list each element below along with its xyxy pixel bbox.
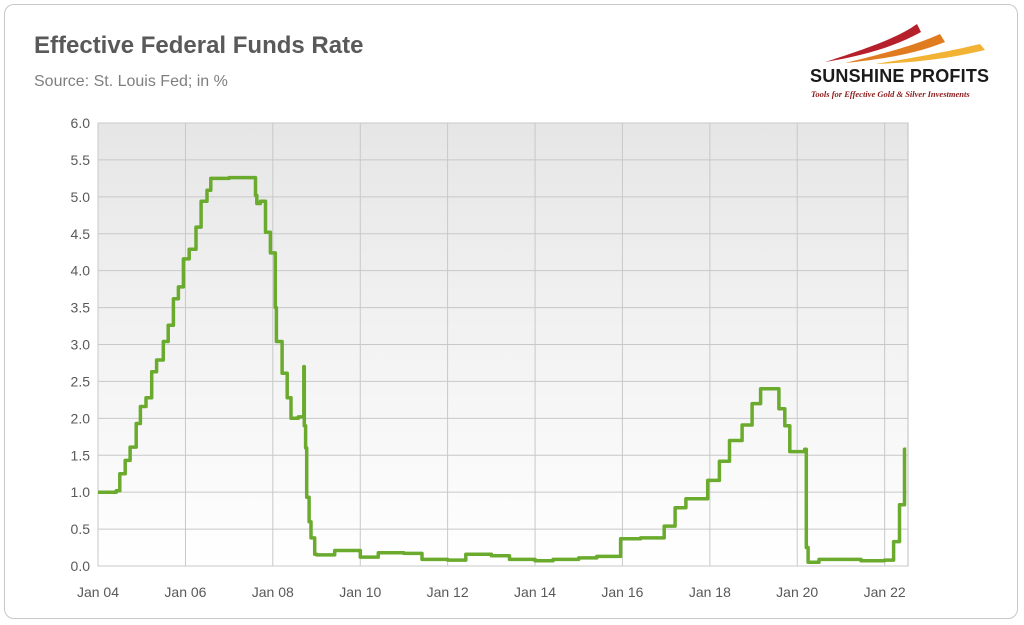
y-tick-label: 2.0 [71,410,91,426]
x-tick-label: Jan 16 [601,584,643,600]
x-tick-label: Jan 18 [689,584,731,600]
x-tick-label: Jan 12 [427,584,469,600]
x-tick-label: Jan 08 [252,584,294,600]
logo-swoosh-icon [825,24,985,64]
y-tick-label: 4.5 [71,226,91,242]
y-tick-label: 1.5 [71,447,91,463]
x-axis-tick-labels: Jan 04 Jan 06 Jan 08 Jan 10 Jan 12 Jan 14 Jan … [77,584,906,600]
y-tick-label: 3.5 [71,300,91,316]
y-tick-label: 5.0 [71,189,91,205]
x-tick-label: Jan 06 [164,584,206,600]
page-subtitle: Source: St. Louis Fed; in % [34,73,228,90]
y-tick-label: 0.0 [71,558,91,574]
sunshine-profits-logo: SUNSHINE PROFITS Tools for Effective Gol… [805,18,1015,103]
gridlines [97,122,908,567]
y-axis-tick-labels: 0.0 0.5 1.0 1.5 2.0 2.5 3.0 3.5 4.0 4.5 5.0 5.5 6.0 [71,115,91,574]
logo-name: SUNSHINE PROFITS [810,66,990,86]
logo-tagline: Tools for Effective Gold & Silver Invest… [811,89,970,99]
y-tick-label: 1.0 [71,484,91,500]
y-tick-label: 5.5 [71,152,91,168]
x-tick-label: Jan 20 [776,584,818,600]
x-tick-label: Jan 22 [864,584,906,600]
y-tick-label: 4.0 [71,263,91,279]
y-tick-label: 3.0 [71,337,91,353]
page-title: Effective Federal Funds Rate [34,32,364,59]
series-line-effective-federal-funds-rate [98,175,907,565]
x-tick-label: Jan 14 [514,584,556,600]
y-tick-label: 0.5 [71,521,91,537]
x-tick-label: Jan 04 [77,584,119,600]
y-tick-label: 6.0 [71,115,91,131]
y-tick-label: 2.5 [71,373,91,389]
x-tick-label: Jan 10 [339,584,381,600]
